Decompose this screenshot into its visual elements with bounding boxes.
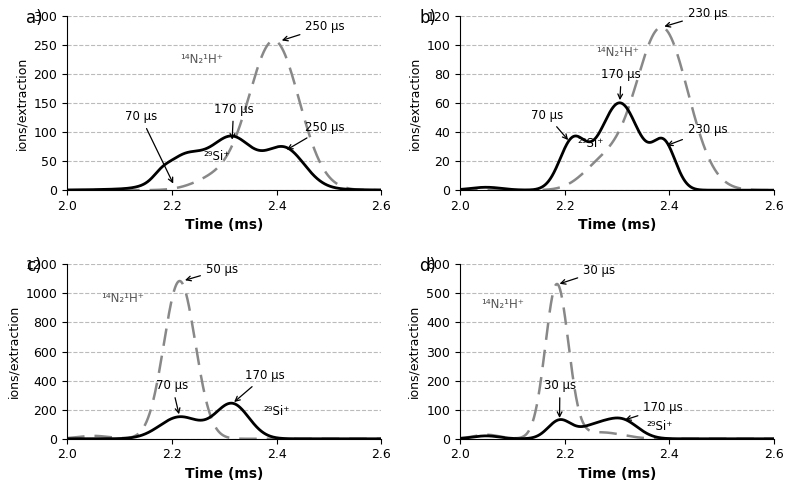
Text: b): b) <box>419 9 436 27</box>
X-axis label: Time (ms): Time (ms) <box>185 467 263 481</box>
Text: 70 μs: 70 μs <box>156 379 188 413</box>
Text: 250 μs: 250 μs <box>288 121 345 149</box>
Text: 70 μs: 70 μs <box>531 109 567 139</box>
Text: ¹⁴N₂¹H⁺: ¹⁴N₂¹H⁺ <box>481 298 524 311</box>
Text: 230 μs: 230 μs <box>668 123 728 145</box>
X-axis label: Time (ms): Time (ms) <box>578 219 657 232</box>
Text: d): d) <box>419 257 436 275</box>
X-axis label: Time (ms): Time (ms) <box>185 219 263 232</box>
Text: ²⁹Si⁺: ²⁹Si⁺ <box>646 420 672 433</box>
Y-axis label: ions/extraction: ions/extraction <box>408 56 421 149</box>
Text: 250 μs: 250 μs <box>283 20 345 41</box>
Text: 70 μs: 70 μs <box>125 110 172 183</box>
Text: ¹⁴N₂¹H⁺: ¹⁴N₂¹H⁺ <box>101 292 144 305</box>
Y-axis label: ions/extraction: ions/extraction <box>7 305 20 398</box>
Text: 50 μs: 50 μs <box>187 263 238 281</box>
Text: 170 μs: 170 μs <box>626 401 683 420</box>
Text: a): a) <box>26 9 43 27</box>
Text: 170 μs: 170 μs <box>235 369 285 401</box>
Text: ¹⁴N₂¹H⁺: ¹⁴N₂¹H⁺ <box>180 53 222 66</box>
Text: 230 μs: 230 μs <box>665 7 728 27</box>
Text: ²⁹Si⁺: ²⁹Si⁺ <box>263 405 290 418</box>
X-axis label: Time (ms): Time (ms) <box>578 467 657 481</box>
Text: ²⁹Si⁺: ²⁹Si⁺ <box>578 137 604 149</box>
Text: 30 μs: 30 μs <box>544 379 576 417</box>
Text: ²⁹Si⁺: ²⁹Si⁺ <box>203 150 229 163</box>
Text: c): c) <box>26 257 42 275</box>
Text: 170 μs: 170 μs <box>214 102 253 138</box>
Y-axis label: ions/extraction: ions/extraction <box>408 305 421 398</box>
Text: ¹⁴N₂¹H⁺: ¹⁴N₂¹H⁺ <box>596 46 639 60</box>
Text: 30 μs: 30 μs <box>561 264 615 284</box>
Y-axis label: ions/extraction: ions/extraction <box>15 56 28 149</box>
Text: 170 μs: 170 μs <box>601 68 642 99</box>
